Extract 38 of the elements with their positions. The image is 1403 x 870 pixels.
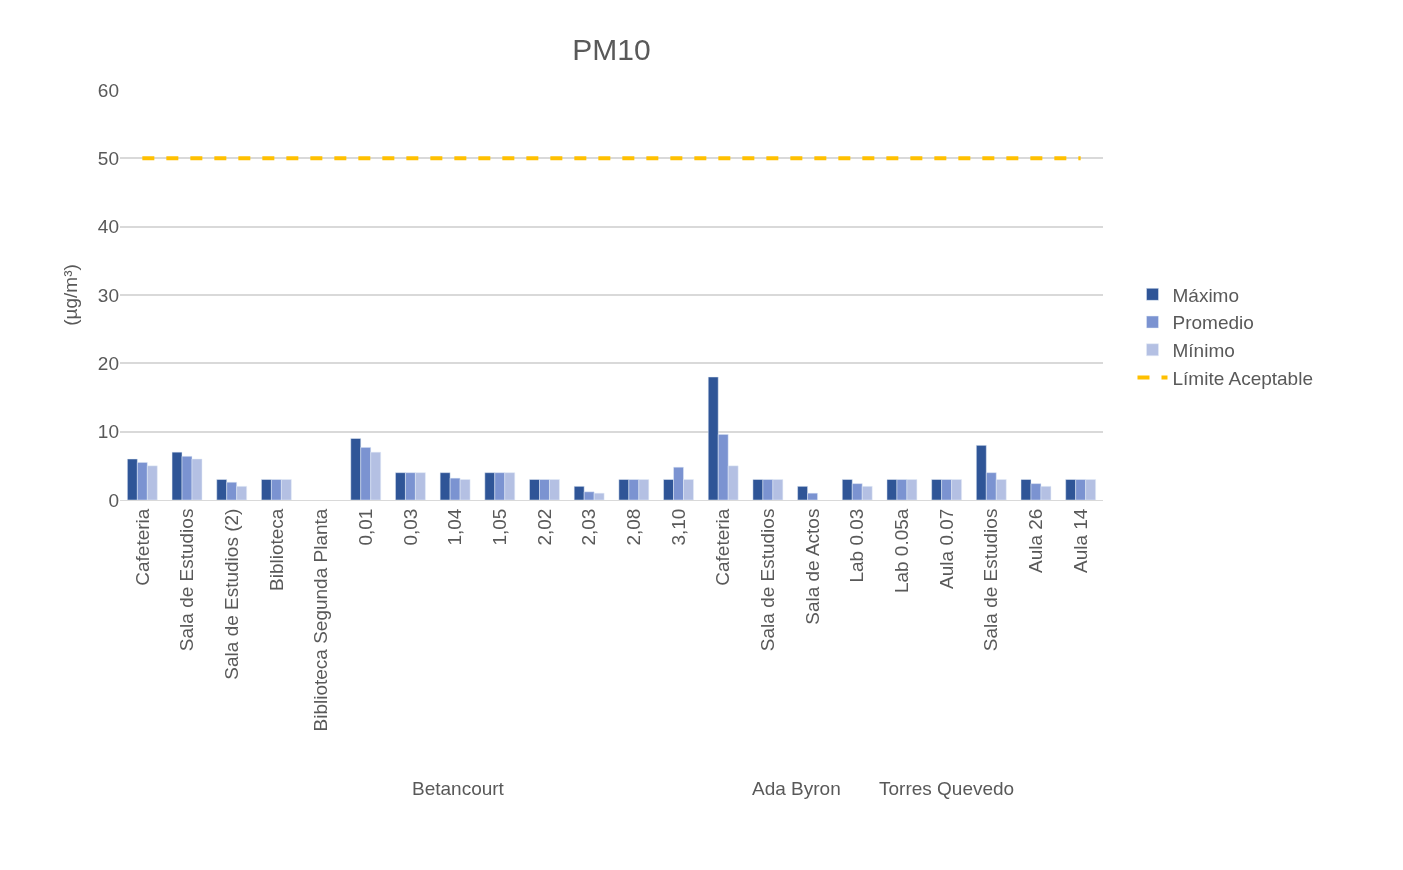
x-tick-label: Sala de Estudios xyxy=(980,508,1002,652)
y-axis-title: (µg/m³) xyxy=(59,264,81,326)
x-tick-label: Aula 0.07 xyxy=(935,508,957,589)
x-tick-label: 1,05 xyxy=(488,508,510,546)
x-tick-label: Lab 0.05a xyxy=(891,508,913,594)
x-tick-label: Aula 14 xyxy=(1069,508,1091,574)
text: Torres Quevedo xyxy=(879,778,1015,799)
x-tick-label: Aula 26 xyxy=(1025,508,1047,574)
x-tick-label: Lab 0.03 xyxy=(846,508,868,583)
y-tick-label: 50 xyxy=(97,147,119,169)
text: Betancourt xyxy=(412,778,505,799)
legend-label: Mínimo xyxy=(1172,340,1235,362)
x-tick-label: 2,03 xyxy=(578,508,600,546)
y-tick-label: 30 xyxy=(97,284,119,306)
x-tick-label: Sala de Estudios xyxy=(757,508,779,652)
legend-label: Límite Aceptable xyxy=(1172,367,1313,389)
x-tick-label: Sala de Actos xyxy=(801,508,823,625)
x-tick-label: Biblioteca xyxy=(265,508,287,591)
x-tick-label: Sala de Estudios (2) xyxy=(220,508,242,680)
x-tick-label: Biblioteca Segunda Planta xyxy=(310,508,332,732)
y-tick-label: 40 xyxy=(97,216,119,238)
x-tick-label: 3,10 xyxy=(667,508,689,546)
x-tick-label: 0,01 xyxy=(354,508,376,546)
chart-title: PM10 xyxy=(572,33,651,67)
y-tick-label: 20 xyxy=(97,352,119,374)
x-tick-label: Cafeteria xyxy=(712,508,734,586)
legend-label: Promedio xyxy=(1172,312,1254,334)
x-tick-label: 2,02 xyxy=(533,508,555,546)
x-tick-label: 1,04 xyxy=(444,508,466,546)
y-tick-label: 0 xyxy=(108,489,119,511)
legend-label: Máximo xyxy=(1172,284,1240,306)
x-tick-label: Sala de Estudios xyxy=(176,508,198,652)
x-tick-label: 0,03 xyxy=(399,508,421,546)
x-tick-label: Cafeteria xyxy=(131,508,153,586)
text: Ada Byron xyxy=(752,778,841,799)
y-tick-label: 60 xyxy=(97,79,119,101)
y-tick-label: 10 xyxy=(97,421,119,443)
x-tick-label: 2,08 xyxy=(623,508,645,546)
